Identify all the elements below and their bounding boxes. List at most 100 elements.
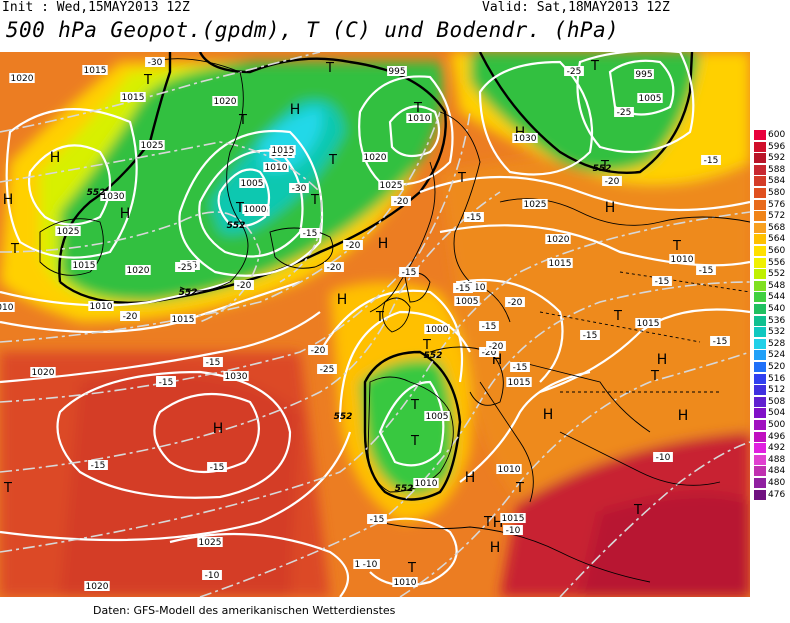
svg-text:-20: -20 xyxy=(346,241,361,251)
low-marker: T xyxy=(590,59,599,74)
legend-value: 596 xyxy=(768,141,786,152)
legend-swatch xyxy=(754,478,766,488)
svg-text:-20: -20 xyxy=(311,346,326,356)
legend-value: 524 xyxy=(768,350,786,361)
legend-value: 592 xyxy=(768,153,786,164)
isobar-label: 1015 xyxy=(500,513,526,524)
isobar-label: 1015 xyxy=(82,65,108,76)
legend-entry: 556 xyxy=(752,257,790,268)
low-marker: T xyxy=(413,101,422,116)
legend-entry: 592 xyxy=(752,153,790,164)
svg-text:-25: -25 xyxy=(178,263,193,273)
legend-value: 528 xyxy=(768,338,786,349)
legend-entry: 548 xyxy=(752,280,790,291)
temperature-label: -15 xyxy=(399,267,419,278)
legend-swatch xyxy=(754,141,766,152)
gpdm-label: 552 xyxy=(227,221,246,231)
temperature-label: -20 xyxy=(120,311,140,322)
legend-swatch xyxy=(754,338,766,349)
legend-entry: 560 xyxy=(752,246,790,256)
color-field xyxy=(0,52,750,597)
legend-entry: 536 xyxy=(752,315,790,326)
svg-text:-10: -10 xyxy=(363,560,378,570)
high-marker: H xyxy=(337,292,348,308)
data-source-footer: Daten: GFS-Modell des amerikanischen Wet… xyxy=(93,604,396,617)
temperature-label: -10 xyxy=(202,570,222,581)
svg-text:1020: 1020 xyxy=(86,582,109,592)
legend-entry: 572 xyxy=(752,211,790,222)
temperature-label: -20 xyxy=(391,196,411,207)
svg-text:-15: -15 xyxy=(583,331,598,341)
svg-text:1000: 1000 xyxy=(244,205,267,215)
legend-swatch xyxy=(754,234,766,245)
temperature-label: -15 xyxy=(464,212,484,223)
svg-text:552: 552 xyxy=(87,188,106,198)
isobar-label: 1010 xyxy=(263,162,289,173)
legend-value: 484 xyxy=(768,466,786,477)
legend-value: 536 xyxy=(768,315,786,326)
low-marker: T xyxy=(238,113,247,128)
svg-text:-30: -30 xyxy=(148,58,163,68)
svg-text:552: 552 xyxy=(334,412,353,422)
legend-entry: 544 xyxy=(752,292,790,303)
temperature-label: -10 xyxy=(503,525,523,536)
temperature-label: -20 xyxy=(343,240,363,251)
legend-entry: 584 xyxy=(752,176,790,187)
isobar-label: 1030 xyxy=(100,191,126,202)
low-marker: T xyxy=(672,239,681,254)
legend-value: 564 xyxy=(768,234,786,245)
legend-value: 572 xyxy=(768,211,786,222)
legend-entry: 596 xyxy=(752,141,790,152)
isobar-label: 1005 xyxy=(454,296,480,307)
low-marker: T xyxy=(600,159,609,174)
svg-text:1010: 1010 xyxy=(671,255,694,265)
isobar-label: 1020 xyxy=(212,96,238,107)
low-marker: T xyxy=(422,338,431,353)
legend-value: 544 xyxy=(768,292,786,303)
temperature-label: -15 xyxy=(696,265,716,276)
legend-swatch xyxy=(754,153,766,164)
low-marker: T xyxy=(483,515,492,530)
svg-text:1010: 1010 xyxy=(394,578,417,588)
legend-value: 496 xyxy=(768,431,786,442)
chart-title: 500 hPa Geopot.(gpdm), T (C) und Bodendr… xyxy=(6,18,620,42)
isobar-label: 1010 xyxy=(669,254,695,265)
isobars xyxy=(0,52,750,597)
legend-swatch xyxy=(754,164,766,175)
svg-text:-10: -10 xyxy=(205,571,220,581)
legend-entry: 492 xyxy=(752,443,790,454)
low-marker: T xyxy=(633,503,642,518)
svg-text:1020: 1020 xyxy=(364,153,387,163)
isobar-label: 1025 xyxy=(197,537,223,548)
isobar-label: 1025 xyxy=(139,140,165,151)
legend-entry: 540 xyxy=(752,304,790,314)
high-marker: H xyxy=(3,192,14,208)
isobar-label: 1010 xyxy=(413,478,439,489)
legend-entry: 564 xyxy=(752,234,790,245)
temperature-label: -20 xyxy=(308,345,328,356)
isobar-label: 1005 xyxy=(637,93,663,104)
svg-text:1015: 1015 xyxy=(272,146,295,156)
svg-text:-15: -15 xyxy=(655,277,670,287)
svg-text:1015: 1015 xyxy=(84,66,107,76)
high-marker: H xyxy=(657,352,668,368)
svg-text:1025: 1025 xyxy=(57,227,80,237)
coastlines xyxy=(39,58,750,583)
temperature-label: -25 xyxy=(564,66,584,77)
legend-swatch xyxy=(754,176,766,187)
legend-entry: 476 xyxy=(752,489,790,500)
legend-entry: 508 xyxy=(752,396,790,407)
svg-text:-15: -15 xyxy=(402,268,417,278)
legend-swatch xyxy=(754,350,766,361)
high-marker: H xyxy=(493,515,504,531)
svg-text:1030: 1030 xyxy=(102,192,125,202)
legend-entry: 480 xyxy=(752,478,790,488)
svg-text:-15: -15 xyxy=(91,461,106,471)
svg-text:552: 552 xyxy=(179,288,198,298)
legend-swatch xyxy=(754,327,766,338)
gpdm-label: 552 xyxy=(593,164,612,174)
low-marker: T xyxy=(10,242,19,257)
isobar-label: 995 xyxy=(634,69,654,80)
high-marker: H xyxy=(543,407,554,423)
legend-value: 504 xyxy=(768,408,786,419)
